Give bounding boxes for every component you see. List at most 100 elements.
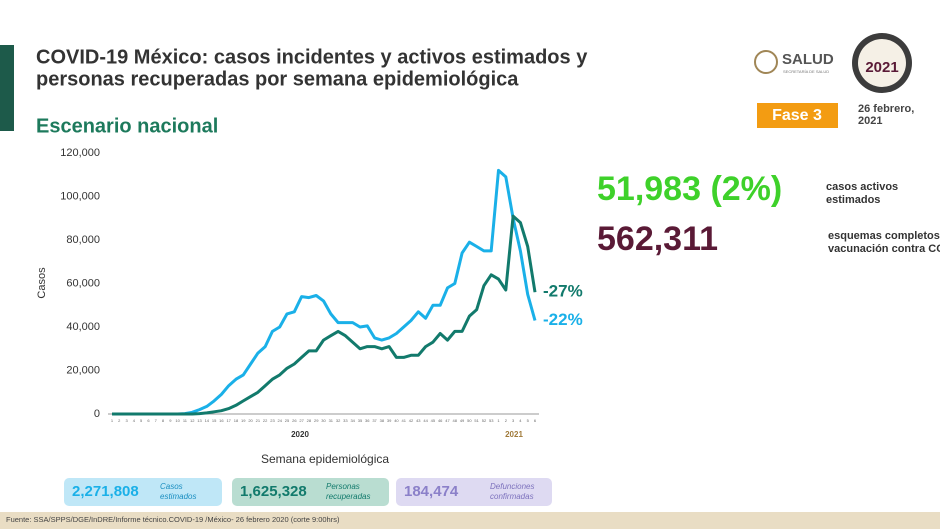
x-tick-label: 46 [438, 418, 443, 423]
x-tick-label: 41 [401, 418, 406, 423]
summary-label: Casos [160, 482, 183, 491]
x-tick-label: 9 [169, 418, 172, 423]
emblem-inner [858, 39, 906, 87]
kpi-label: esquemas completos de [828, 230, 940, 242]
x-tick-label: 4 [519, 418, 522, 423]
date: 2021 [858, 115, 882, 127]
x-tick-label: 1 [111, 418, 114, 423]
x-tick-label: 7 [155, 418, 158, 423]
x-tick-label: 4 [133, 418, 136, 423]
x-tick-label: 1 [497, 418, 500, 423]
summary-box [396, 478, 552, 506]
footer: Fuente: SSA/SPPS/DGE/InDRE/Informe técni… [6, 515, 340, 524]
kpi-label: estimados [826, 194, 880, 206]
y-tick-label: 60,000 [66, 277, 100, 289]
x-tick-label: 37 [372, 418, 377, 423]
x-tick-label: 23 [270, 418, 275, 423]
x-tick-label: 26 [292, 418, 297, 423]
x-tick-label: 34 [350, 418, 355, 423]
footer-bar [0, 512, 940, 529]
x-tick-label: 20 [248, 418, 253, 423]
x-tick-label: 31 [329, 418, 334, 423]
x-tick-label: 33 [343, 418, 348, 423]
x-tick-label: 49 [460, 418, 465, 423]
date: 26 febrero, [858, 103, 914, 115]
x-tick-label: 47 [445, 418, 450, 423]
title: COVID-19 México: casos incidentes y acti… [36, 46, 588, 68]
x-tick-label: 39 [387, 418, 392, 423]
summary-value: 2,271,808 [72, 483, 139, 500]
x-tick-label: 52 [482, 418, 487, 423]
y-axis-label: Casos [36, 267, 48, 299]
x-tick-label: 35 [358, 418, 363, 423]
year-label: 2020 [291, 430, 309, 439]
series-line [112, 214, 537, 416]
summary-label: recuperadas [326, 492, 370, 501]
x-tick-label: 8 [162, 418, 165, 423]
y-tick-label: 0 [94, 408, 100, 420]
summary-label: Defunciones [490, 482, 534, 491]
x-tick-label: 6 [534, 418, 537, 423]
accent-bar [0, 45, 14, 131]
kpi-label: casos activos [826, 181, 898, 193]
x-tick-label: 29 [314, 418, 319, 423]
x-tick-label: 43 [416, 418, 421, 423]
logo-text: SALUD [782, 51, 834, 68]
x-tick-label: 14 [205, 418, 210, 423]
x-tick-label: 21 [256, 418, 261, 423]
x-tick-label: 51 [474, 418, 479, 423]
x-tick-label: 6 [147, 418, 150, 423]
x-tick-label: 45 [431, 418, 436, 423]
logo-icon [754, 50, 778, 74]
y-tick-label: 40,000 [66, 321, 100, 333]
summary-label: Personas [326, 482, 360, 491]
x-tick-label: 15 [212, 418, 217, 423]
summary-label: estimados [160, 492, 196, 501]
x-tick-label: 36 [365, 418, 370, 423]
x-tick-label: 18 [234, 418, 239, 423]
summary-value: 1,625,328 [240, 483, 307, 500]
y-tick-label: 120,000 [60, 147, 100, 159]
x-tick-label: 22 [263, 418, 268, 423]
x-tick-label: 38 [380, 418, 385, 423]
phase-box [757, 103, 838, 128]
y-tick-label: 80,000 [66, 234, 100, 246]
x-tick-label: 50 [467, 418, 472, 423]
y-tick-label: 20,000 [66, 364, 100, 376]
title: personas recuperadas por semana epidemio… [36, 68, 519, 90]
x-tick-label: 12 [190, 418, 195, 423]
emblem-text: 2021 [865, 59, 898, 76]
summary-label: confirmadas [490, 492, 534, 501]
x-tick-label: 17 [226, 418, 231, 423]
kpi-value: 51,983 (2%) [597, 170, 782, 208]
logo-subtext: SECRETARÍA DE SALUD [783, 69, 829, 74]
x-tick-label: 3 [125, 418, 128, 423]
x-tick-label: 3 [512, 418, 515, 423]
y-tick-label: 100,000 [60, 190, 100, 202]
x-tick-label: 53 [489, 418, 494, 423]
kpi-label: vacunación contra COVID-19 [828, 243, 940, 255]
x-tick-label: 30 [321, 418, 326, 423]
x-tick-label: 19 [241, 418, 246, 423]
x-axis-label: Semana epidemiológica [261, 452, 389, 466]
x-tick-label: 11 [183, 418, 188, 423]
summary-box [232, 478, 389, 506]
x-tick-label: 2 [118, 418, 121, 423]
x-tick-label: 25 [285, 418, 290, 423]
x-tick-label: 5 [140, 418, 143, 423]
summary-box [64, 478, 222, 506]
x-tick-label: 32 [336, 418, 341, 423]
chart: 0 20,000 40,000 60,000 80,000 100,000 120,000 1… [60, 147, 582, 423]
end-label: -27% [543, 282, 583, 301]
year-label: 2021 [505, 430, 523, 439]
subtitle: Escenario nacional [36, 115, 218, 137]
x-tick-label: 24 [278, 418, 283, 423]
phase: Fase 3 [772, 107, 822, 124]
x-tick-label: 2 [505, 418, 508, 423]
x-tick-label: 42 [409, 418, 414, 423]
x-tick-label: 5 [527, 418, 530, 423]
x-tick-label: 27 [299, 418, 304, 423]
x-tick-label: 40 [394, 418, 399, 423]
